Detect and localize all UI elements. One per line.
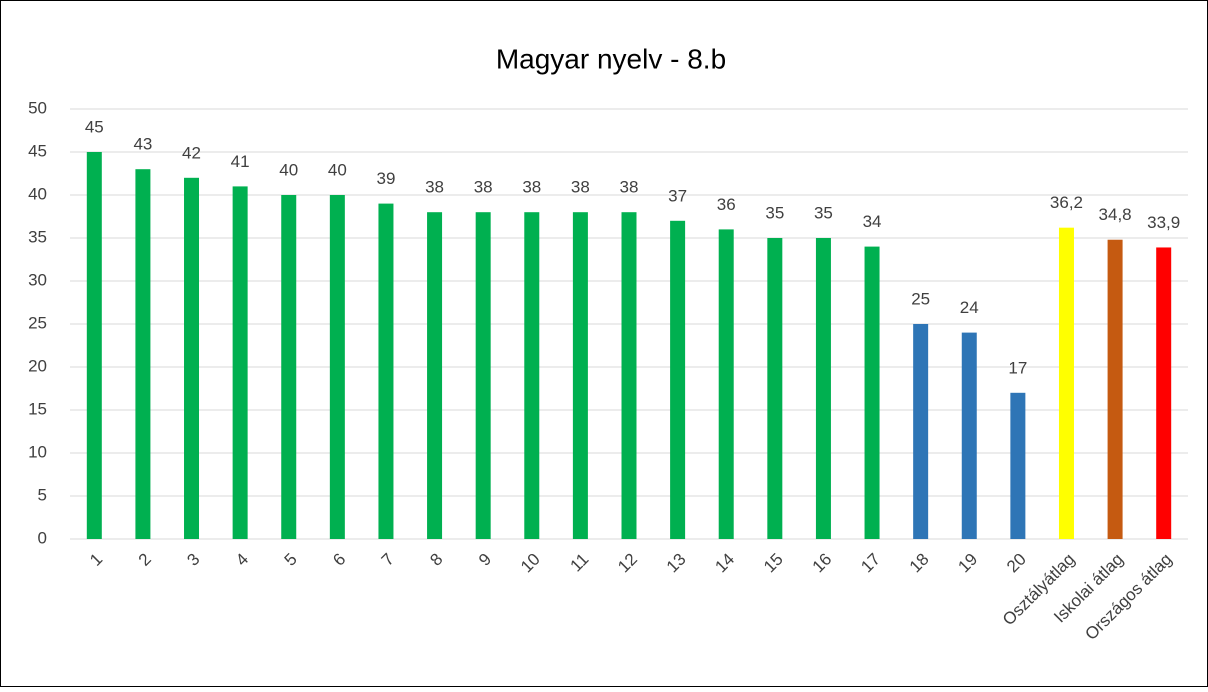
bar	[232, 186, 248, 539]
bar	[1107, 239, 1123, 539]
value-label: 42	[182, 143, 201, 162]
value-label: 45	[85, 117, 104, 136]
value-label: 43	[133, 135, 152, 154]
y-tick-label: 20	[28, 356, 47, 375]
bar	[670, 220, 686, 540]
bar	[815, 238, 831, 539]
bar	[475, 212, 491, 539]
bar	[427, 212, 443, 539]
bar	[281, 195, 297, 539]
y-tick-label: 40	[28, 184, 47, 203]
chart-title: Magyar nyelv - 8.b	[496, 43, 726, 74]
bar	[864, 246, 880, 539]
value-label: 34	[863, 212, 882, 231]
bar	[1010, 392, 1026, 539]
value-label: 33,9	[1147, 213, 1180, 232]
y-tick-label: 15	[28, 399, 47, 418]
value-label: 24	[960, 298, 979, 317]
value-label: 34,8	[1099, 205, 1132, 224]
value-label: 39	[376, 169, 395, 188]
value-label: 25	[911, 289, 930, 308]
value-label: 36,2	[1050, 193, 1083, 212]
value-label: 38	[425, 178, 444, 197]
y-tick-label: 25	[28, 313, 47, 332]
bar	[1156, 247, 1172, 539]
bar	[329, 195, 345, 539]
bar	[718, 229, 734, 539]
value-label: 38	[620, 178, 639, 197]
value-label: 40	[328, 160, 347, 179]
value-label: 38	[474, 178, 493, 197]
y-tick-label: 30	[28, 270, 47, 289]
value-label: 17	[1008, 358, 1027, 377]
value-label: 40	[279, 160, 298, 179]
value-label: 38	[522, 178, 541, 197]
bar	[913, 324, 929, 539]
bar	[572, 212, 588, 539]
y-tick-label: 50	[28, 98, 47, 117]
value-label: 35	[814, 203, 833, 222]
value-label: 38	[571, 178, 590, 197]
bar	[184, 177, 200, 540]
y-tick-label: 35	[28, 227, 47, 246]
bar	[135, 169, 151, 539]
y-tick-label: 5	[38, 485, 47, 504]
bar	[378, 203, 394, 539]
value-label: 41	[231, 152, 250, 171]
bar	[86, 152, 102, 539]
bar	[767, 238, 783, 539]
y-tick-label: 10	[28, 442, 47, 461]
bar	[961, 332, 977, 539]
bar	[524, 212, 540, 539]
value-label: 36	[717, 195, 736, 214]
y-tick-label: 45	[28, 141, 47, 160]
y-tick-label: 0	[38, 528, 47, 547]
bar	[1058, 227, 1074, 539]
value-label: 37	[668, 186, 687, 205]
bar	[621, 212, 637, 539]
value-label: 35	[765, 203, 784, 222]
